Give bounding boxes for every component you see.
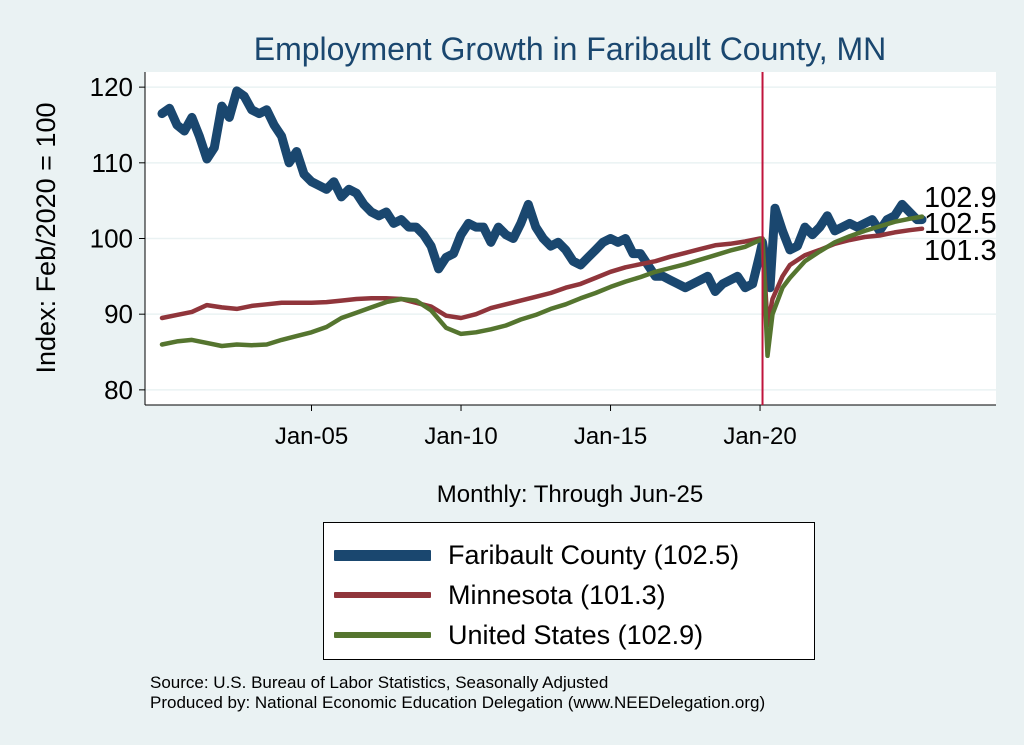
- chart-title: Employment Growth in Faribault County, M…: [254, 31, 887, 67]
- series-line-faribault-county: [157, 86, 927, 296]
- legend-label-minnesota: Minnesota (101.3): [448, 579, 666, 610]
- series-lines: [157, 86, 927, 359]
- x-tick-label: Jan-10: [424, 423, 497, 450]
- legend-item-united-states: United States (102.9): [334, 615, 703, 655]
- legend-item-minnesota: Minnesota (101.3): [334, 575, 666, 615]
- y-axis-label: Index: Feb/2020 = 100: [31, 103, 61, 374]
- legend-item-faribault: Faribault County (102.5): [334, 535, 739, 575]
- legend-swatch-minnesota: [334, 592, 431, 598]
- x-axis-ticks: Jan-05 Jan-10 Jan-15 Jan-20: [275, 405, 797, 450]
- y-tick-label: 120: [90, 72, 133, 102]
- x-axis-label: Monthly: Through Jun-25: [437, 481, 703, 508]
- legend-label-faribault: Faribault County (102.5): [448, 539, 740, 570]
- produced-by-line: Produced by: National Economic Education…: [150, 693, 766, 712]
- x-tick-label: Jan-20: [723, 423, 796, 450]
- x-tick-label: Jan-05: [275, 423, 348, 450]
- y-tick-label: 100: [90, 224, 133, 254]
- end-label: 101.3: [924, 235, 997, 267]
- series-line-united-states: [159, 214, 925, 359]
- y-tick-label: 80: [104, 375, 133, 405]
- legend-label-united-states: United States (102.9): [448, 619, 704, 650]
- end-label: 102.9: [924, 182, 997, 214]
- legend-swatch-faribault: [334, 549, 431, 561]
- source-line: Source: U.S. Bureau of Labor Statistics,…: [150, 673, 609, 692]
- legend: Faribault County (102.5) Minnesota (101.…: [323, 522, 815, 660]
- x-tick-label: Jan-15: [574, 423, 647, 450]
- y-tick-label: 90: [104, 299, 133, 329]
- end-label: 102.5: [924, 208, 997, 240]
- y-tick-label: 110: [92, 148, 133, 178]
- series-line-minnesota: [159, 226, 925, 328]
- source-note: Source: U.S. Bureau of Labor Statistics,…: [150, 673, 765, 713]
- y-axis-ticks: 80 90 100 110 120: [90, 72, 145, 405]
- legend-swatch-united-states: [334, 632, 431, 638]
